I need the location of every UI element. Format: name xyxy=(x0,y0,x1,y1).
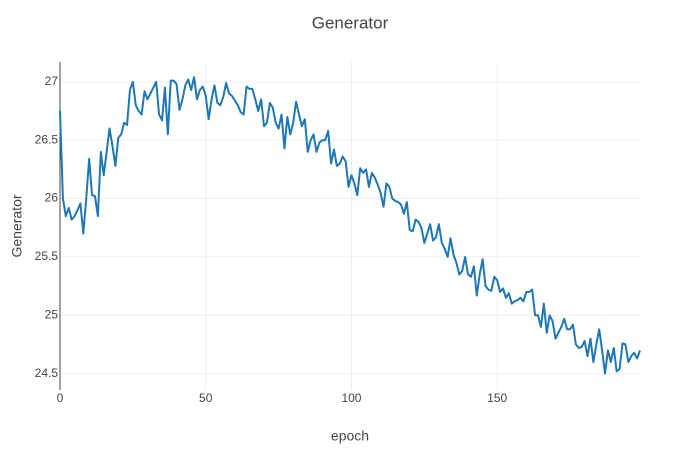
x-tick-label: 50 xyxy=(199,391,213,405)
data-line xyxy=(59,76,641,375)
x-axis-label: epoch xyxy=(331,428,369,444)
y-tick-label: 27 xyxy=(45,74,59,88)
y-tick-label: 25 xyxy=(45,307,59,321)
x-tick-label: 0 xyxy=(57,391,64,405)
y-tick-label: 26 xyxy=(45,191,59,205)
grid-layer xyxy=(59,62,640,390)
x-tick-label: 100 xyxy=(341,391,361,405)
x-tick-label: 150 xyxy=(487,391,507,405)
chart-title: Generator xyxy=(312,13,389,32)
plot-layer xyxy=(59,76,641,375)
y-tick-label: 24.5 xyxy=(35,366,59,380)
y-axis-label: Generator xyxy=(9,194,25,257)
y-tick-label: 26.5 xyxy=(35,132,59,146)
y-tick-label: 25.5 xyxy=(35,249,59,263)
